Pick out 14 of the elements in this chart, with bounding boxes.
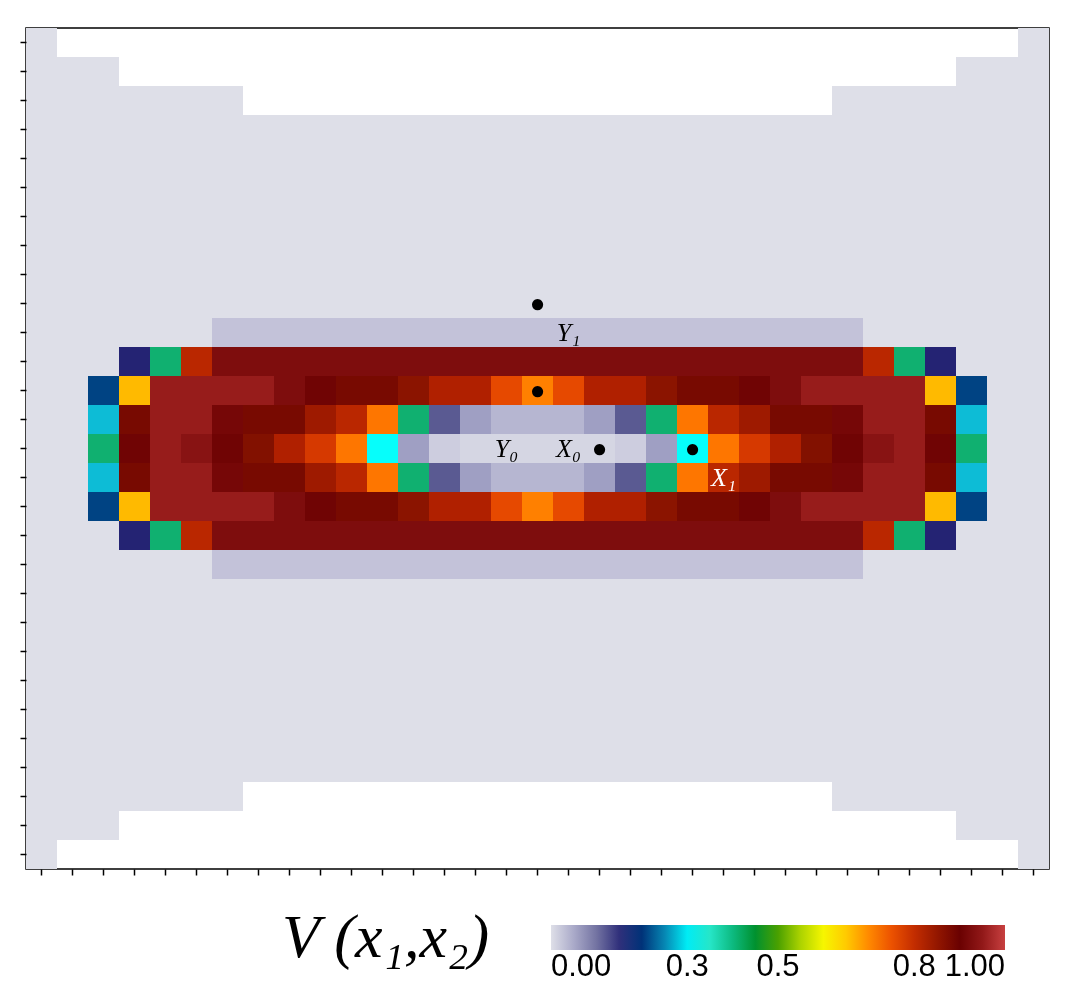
color-bar-label: 0.8	[892, 948, 936, 983]
data-label: X₀	[555, 433, 581, 463]
data-label: ●	[529, 375, 546, 405]
data-label: Y₁	[556, 317, 581, 347]
color-bar-label: 0.5	[756, 948, 800, 983]
data-label: Y₀	[494, 433, 519, 463]
color-bar-label: 1.00	[944, 948, 1005, 983]
color-bar-label: 0.00	[551, 948, 612, 983]
data-label: X₁	[710, 462, 736, 492]
data-label: ●	[684, 433, 701, 463]
data-label: ●	[529, 288, 546, 318]
data-label: ●	[591, 433, 608, 463]
color-bar-label: 0.3	[665, 948, 709, 983]
color-bar-title: V (x₁,x₂)	[282, 902, 490, 971]
